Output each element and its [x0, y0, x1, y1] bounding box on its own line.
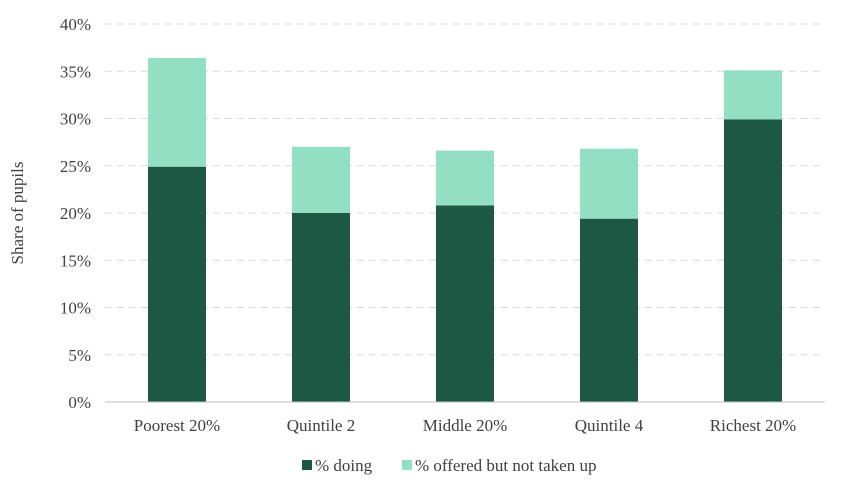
x-tick-label: Richest 20%: [710, 416, 796, 435]
y-tick-label: 15%: [60, 251, 91, 270]
bar-doing-3: [580, 218, 638, 402]
x-tick-label: Poorest 20%: [134, 416, 220, 435]
y-tick-label: 5%: [68, 346, 91, 365]
legend-swatch-doing: [302, 460, 312, 470]
bar-doing-2: [436, 205, 494, 402]
y-tick-label: 0%: [68, 393, 91, 412]
y-tick-label: 25%: [60, 157, 91, 176]
legend-swatch-offered-not-taken: [402, 460, 412, 470]
x-tick-label: Quintile 4: [575, 416, 644, 435]
legend: % doing % offered but not taken up: [302, 456, 596, 475]
y-tick-label: 40%: [60, 15, 91, 34]
y-tick-label: 35%: [60, 62, 91, 81]
y-axis-title: Share of pupils: [8, 162, 27, 265]
y-tick-label: 20%: [60, 204, 91, 223]
legend-label-offered-not-taken: % offered but not taken up: [415, 456, 596, 475]
bar-offered-not-taken-4: [724, 70, 782, 120]
bar-doing-1: [292, 213, 350, 402]
bars: [148, 58, 782, 402]
bar-offered-not-taken-2: [436, 150, 494, 206]
x-tick-label: Middle 20%: [423, 416, 508, 435]
y-axis-ticks: 0% 5% 10% 15% 20% 25% 30% 35% 40%: [60, 15, 91, 412]
legend-label-doing: % doing: [315, 456, 373, 475]
x-axis-ticks: Poorest 20% Quintile 2 Middle 20% Quintile …: [134, 416, 796, 435]
y-tick-label: 10%: [60, 299, 91, 318]
x-tick-label: Quintile 2: [287, 416, 355, 435]
bar-offered-not-taken-1: [292, 146, 350, 213]
y-tick-label: 30%: [60, 110, 91, 129]
bar-offered-not-taken-3: [580, 148, 638, 219]
bar-offered-not-taken-0: [148, 58, 206, 167]
bar-doing-4: [724, 119, 782, 402]
bar-doing-0: [148, 166, 206, 402]
